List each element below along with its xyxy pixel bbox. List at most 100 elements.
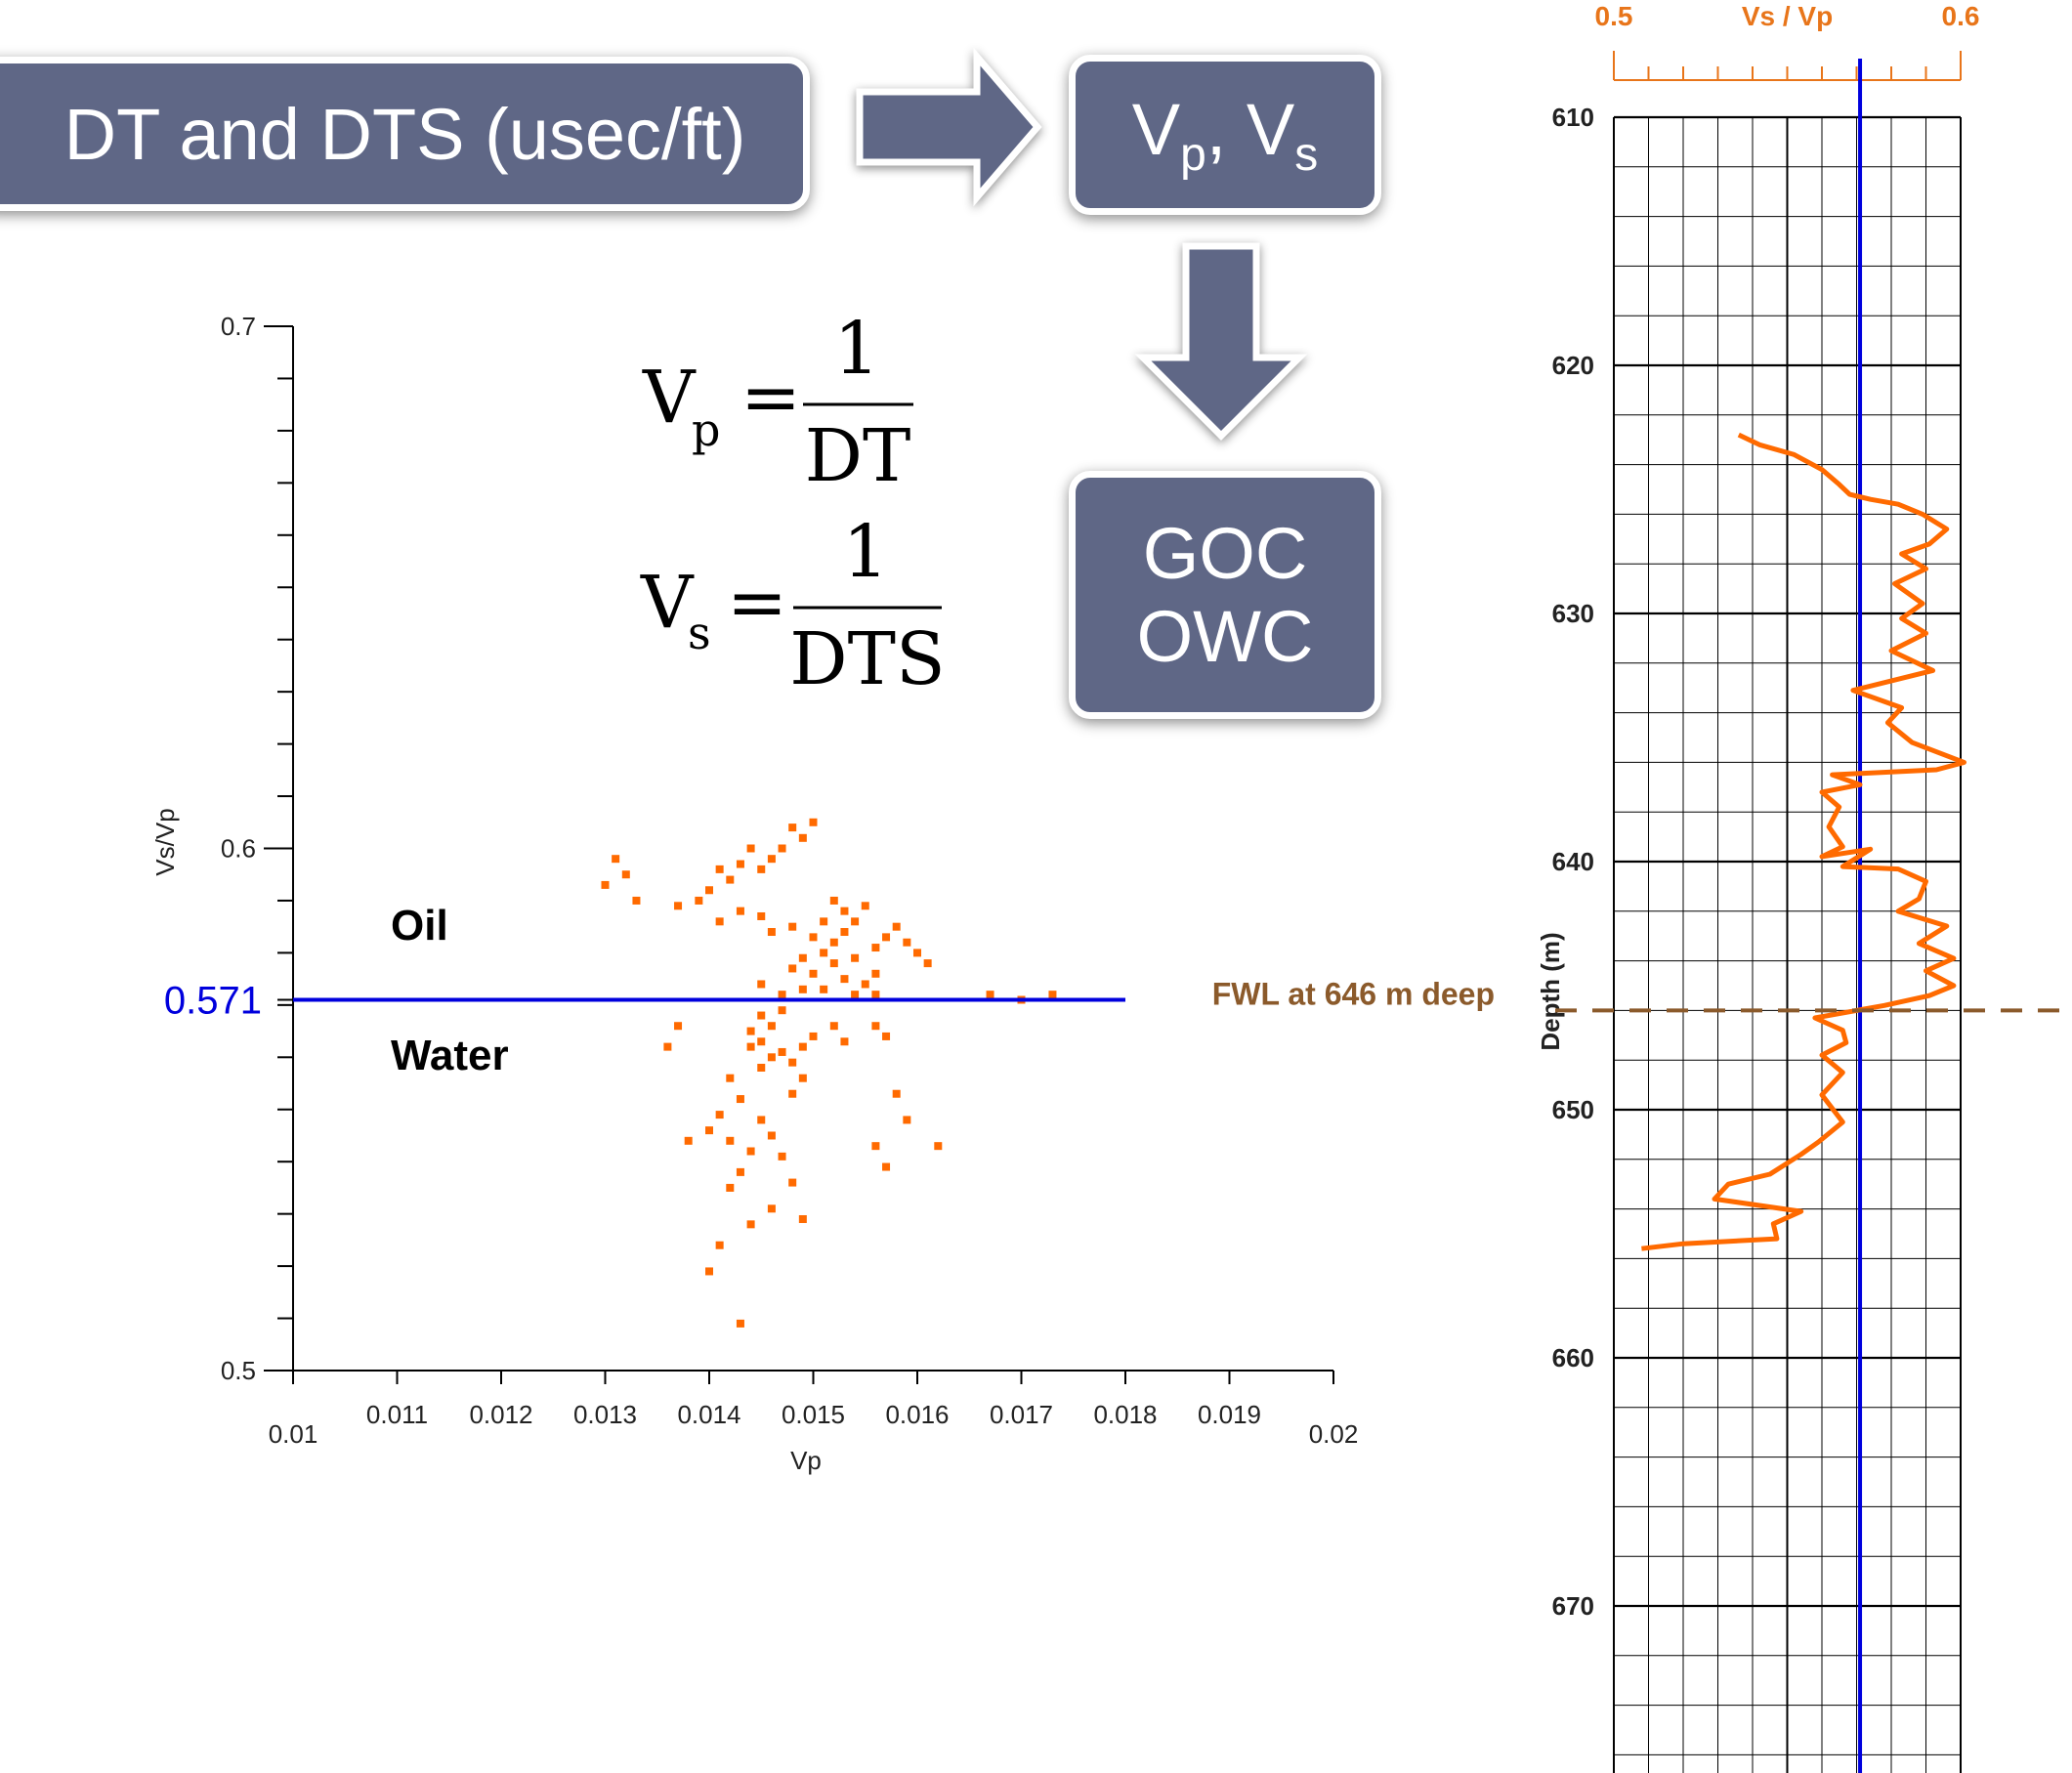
scatter-point	[778, 1047, 786, 1056]
scatter-point	[757, 1116, 766, 1124]
scatter-point	[778, 991, 786, 999]
scatter-point	[820, 985, 828, 993]
scatter-point	[612, 855, 620, 864]
scatter-point	[820, 917, 828, 926]
scatter-point	[788, 823, 797, 832]
scatter-point	[851, 917, 860, 926]
scatter-point	[726, 875, 735, 884]
scatter-point	[892, 1089, 901, 1098]
scatter-point	[871, 1142, 880, 1151]
header-max-label: 0.6	[1942, 1, 1980, 31]
input-logs-label: DT and DTS (usec/ft)	[63, 93, 746, 175]
scatter-point	[798, 953, 807, 962]
scatter-point	[809, 818, 818, 826]
scatter-point	[695, 896, 703, 905]
scatter-point	[746, 1027, 755, 1035]
scatter-point	[663, 1042, 672, 1051]
svg-text:p: p	[692, 403, 720, 456]
scatter-point	[882, 1162, 891, 1171]
vp-formula: V p = 1 DT	[642, 307, 913, 498]
svg-text:DTS: DTS	[789, 617, 945, 701]
scatter-point	[788, 1178, 797, 1187]
scatter-point	[798, 1042, 807, 1051]
scatter-point	[632, 896, 641, 905]
scatter-point	[736, 907, 744, 915]
scatter-point	[892, 922, 901, 931]
scatter-point	[840, 1037, 849, 1046]
scatter-point	[903, 938, 911, 947]
goc-label: GOC	[1142, 512, 1308, 594]
scatter-point	[788, 922, 797, 931]
x-tick-label: 0.011	[366, 1400, 428, 1429]
scatter-point	[705, 1126, 713, 1135]
depth-tick-label: 660	[1552, 1343, 1594, 1372]
scatter-point	[621, 870, 630, 879]
scatter-point	[746, 1042, 755, 1051]
scatter-point	[726, 1183, 735, 1192]
scatter-point	[778, 1006, 786, 1015]
depth-axis-label: Depth (m)	[1536, 932, 1565, 1050]
scatter-point	[715, 917, 724, 926]
threshold-label: 0.571	[164, 980, 262, 1023]
scatter-point	[861, 902, 869, 910]
scatter-point	[726, 1136, 735, 1145]
scatter-point	[767, 1204, 776, 1213]
scatter-point	[840, 907, 849, 915]
scatter-point	[882, 1032, 891, 1040]
scatter-chart: 0.5 0.6 0.7 0.01 0.011 0.012 0.013 0.014 0.015 0.…	[150, 312, 1358, 1475]
scatter-point	[820, 949, 828, 957]
oil-region-label: Oil	[391, 902, 448, 950]
scatter-point	[851, 991, 860, 999]
svg-text:=: =	[727, 561, 787, 645]
scatter-point	[736, 860, 744, 868]
scatter-point	[829, 1022, 838, 1031]
right-arrow-icon	[856, 47, 1042, 207]
scatter-point	[798, 985, 807, 993]
contacts-box: GOC OWC	[1069, 471, 1381, 719]
scatter-point	[715, 865, 724, 873]
depth-tick-label: 610	[1552, 103, 1594, 132]
svg-text:V: V	[642, 356, 697, 440]
y-axis-label: Vs/Vp	[150, 808, 180, 875]
x-tick-label: 0.017	[990, 1400, 1053, 1429]
scatter-point	[674, 1022, 683, 1031]
scatter-point	[778, 1152, 786, 1161]
scatter-point	[903, 1116, 911, 1124]
scatter-point	[788, 1058, 797, 1067]
scatter-point	[851, 953, 860, 962]
scatter-point	[923, 959, 932, 968]
depth-tick-label: 620	[1552, 351, 1594, 380]
header-title-label: Vs / Vp	[1742, 1, 1833, 31]
scatter-point	[767, 928, 776, 937]
scatter-point	[913, 949, 921, 957]
scatter-point	[757, 865, 766, 873]
scatter-point	[601, 880, 610, 889]
svg-text:1: 1	[833, 307, 879, 391]
x-tick-label: 0.01	[269, 1419, 318, 1449]
scatter-point	[736, 1167, 744, 1176]
x-axis-label: Vp	[790, 1446, 822, 1475]
scatter-point	[757, 911, 766, 920]
scatter-point	[767, 1131, 776, 1140]
depth-log-track: 610 620 630 640 650 660 670 0.5 0.6 Vs / Vp Dept…	[1536, 1, 1979, 1773]
scatter-point	[829, 938, 838, 947]
scatter-point	[705, 1267, 713, 1276]
x-tick-label: 0.015	[782, 1400, 845, 1429]
fwl-label: FWL at 646 m deep	[1212, 976, 1495, 1011]
scatter-point	[757, 1063, 766, 1072]
y-tick-label: 0.7	[221, 312, 256, 341]
scatter-point	[882, 933, 891, 942]
scatter-point	[715, 1111, 724, 1119]
depth-tick-label: 650	[1552, 1095, 1594, 1124]
scatter-point	[736, 1095, 744, 1104]
x-tick-label: 0.013	[573, 1400, 637, 1429]
scatter-point	[757, 1037, 766, 1046]
scatter-point	[767, 1022, 776, 1031]
scatter-point	[798, 833, 807, 842]
velocity-label: Vp, Vs	[1131, 89, 1319, 181]
scatter-point	[798, 1074, 807, 1082]
scatter-point	[934, 1142, 943, 1151]
input-logs-box: DT and DTS (usec/ft)	[0, 57, 810, 211]
velocity-box: Vp, Vs	[1069, 55, 1381, 215]
scatter-point	[829, 896, 838, 905]
